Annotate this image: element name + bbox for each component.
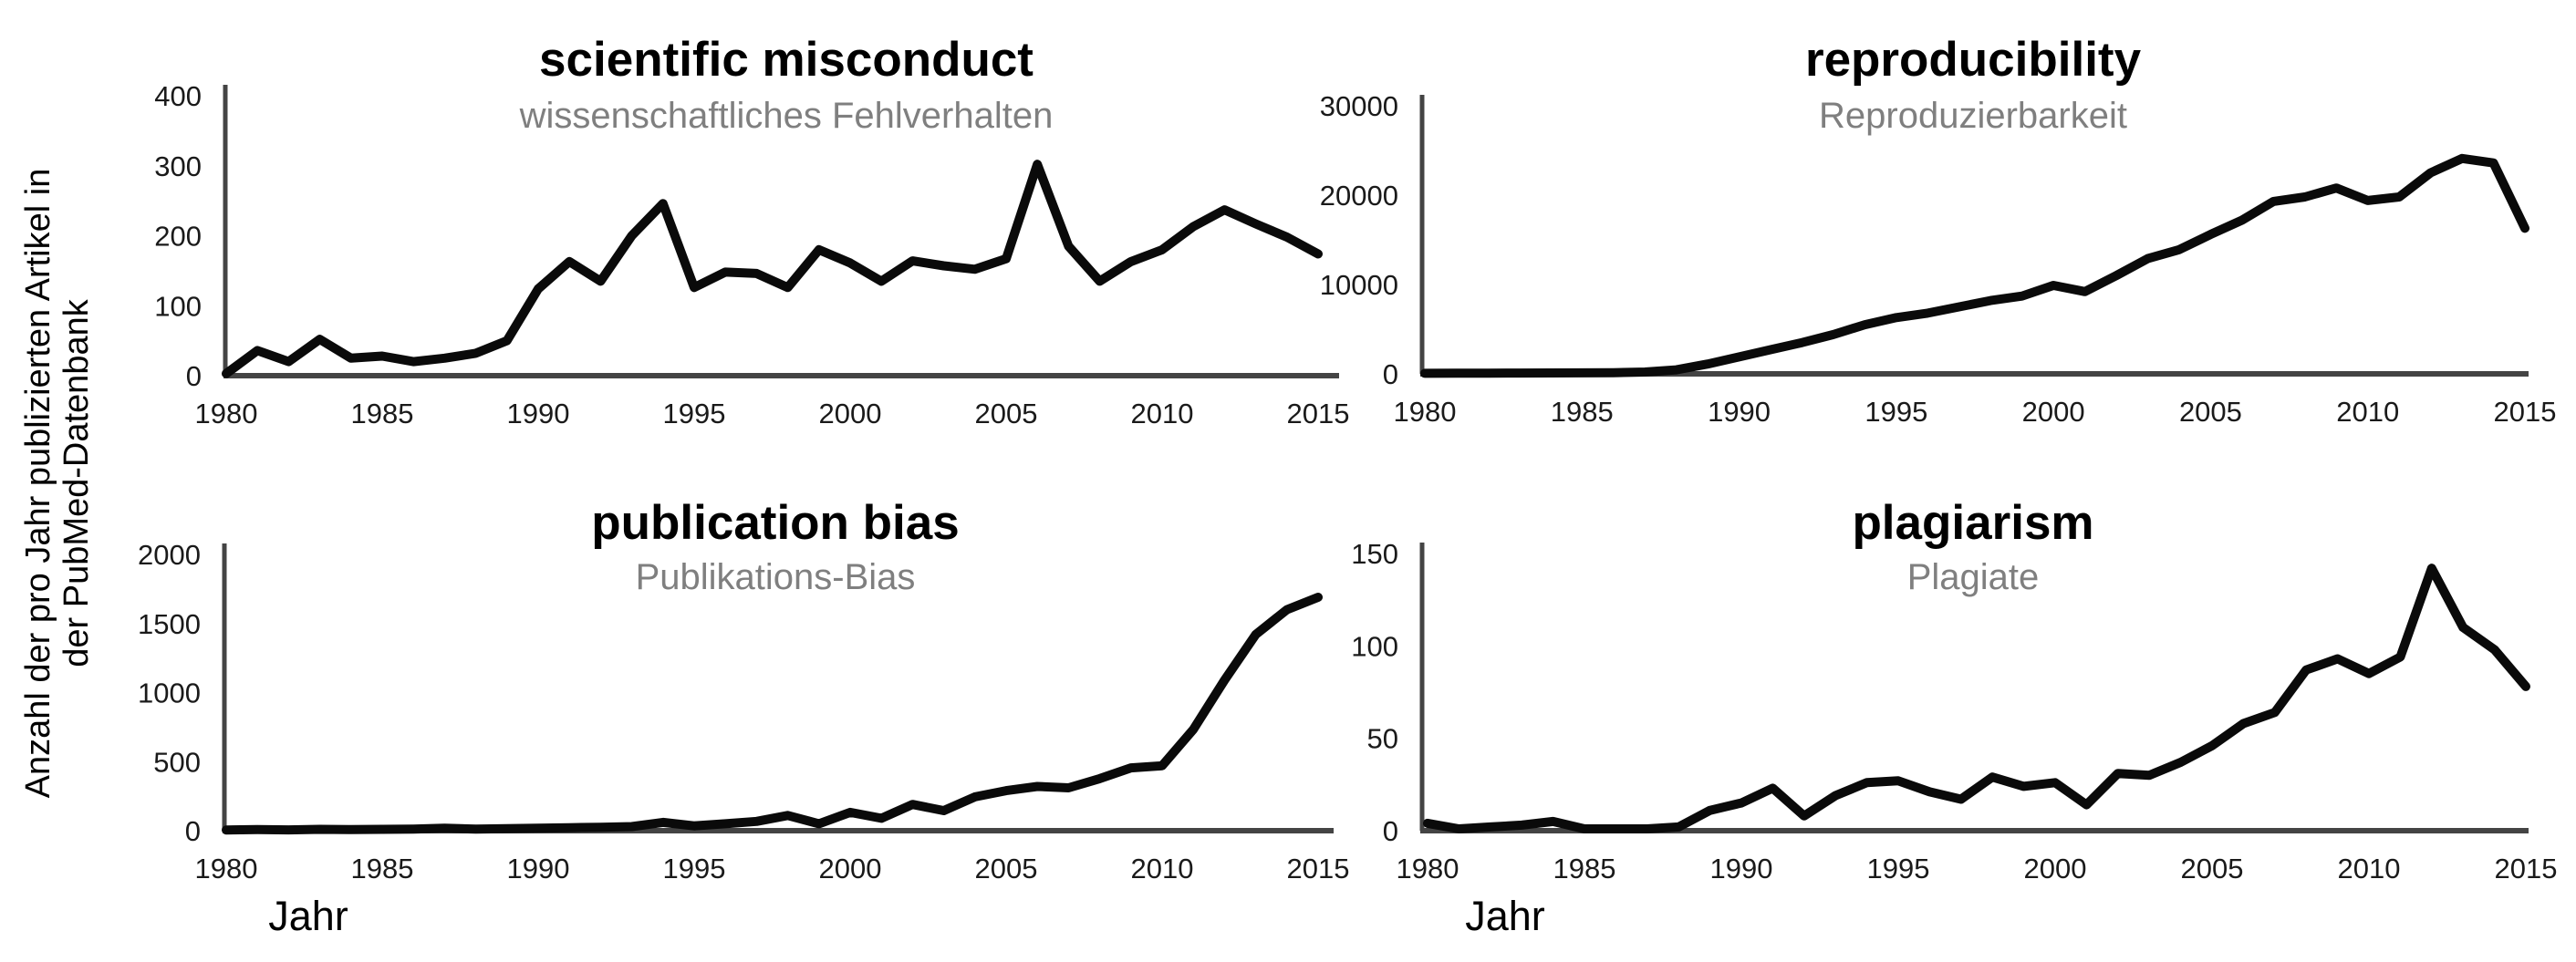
- x-tick-label: 1990: [1708, 396, 1771, 428]
- chart-title: reproducibility: [1805, 33, 2142, 87]
- x-tick-label: 2015: [2494, 396, 2557, 428]
- data-line: [222, 593, 1323, 835]
- x-tick-label: 1995: [1867, 853, 1930, 884]
- data-line: [222, 160, 1323, 378]
- x-tick-label: 1980: [1397, 853, 1459, 884]
- x-tick-label: 1995: [663, 398, 726, 429]
- chart-subtitle: Plagiate: [1907, 557, 2040, 597]
- x-tick-label: 2000: [819, 398, 882, 429]
- chart-reproducibility: 0 10000 20000 30000 1980 1985 1990 1995 2000 2005…: [1320, 33, 2557, 428]
- x-tick-label: 1980: [195, 853, 258, 884]
- x-tick-label: 2015: [2495, 853, 2558, 884]
- x-tick-label: 1985: [1553, 853, 1616, 884]
- x-tick-label: 1990: [507, 853, 570, 884]
- chart-subtitle: Reproduzierbarkeit: [1819, 96, 2127, 136]
- x-tick-label: 1990: [507, 398, 570, 429]
- x-tick-label: 2000: [2024, 853, 2087, 884]
- y-tick-label: 300: [154, 150, 202, 182]
- x-tick-label: 1980: [1394, 396, 1457, 428]
- x-tick-label: 2005: [2179, 396, 2242, 428]
- y-tick-label: 1000: [138, 678, 201, 709]
- y-tick-label: 400: [154, 80, 202, 112]
- chart-scientific-misconduct: 0 100 200 300 400 1980 1985 1990 1995 2000 2005 201…: [154, 33, 1349, 429]
- y-tick-label: 100: [154, 290, 202, 322]
- data-line: [1423, 564, 2530, 833]
- x-tick-label: 1995: [663, 853, 726, 884]
- y-tick-label: 100: [1351, 630, 1398, 662]
- chart-plagiarism: 0 50 100 150 1980 1985 1990 1995 2000 2005 2010 201…: [1351, 496, 2557, 939]
- y-tick-label: 150: [1351, 538, 1398, 570]
- chart-title: publication bias: [591, 496, 959, 550]
- x-tick-label: 2000: [2022, 396, 2085, 428]
- x-tick-label: 1990: [1710, 853, 1773, 884]
- y-tick-label: 1500: [138, 608, 201, 640]
- x-tick-label: 2010: [2336, 396, 2399, 428]
- x-tick-label: 2005: [975, 853, 1038, 884]
- x-tick-label: 1985: [351, 398, 414, 429]
- y-tick-label: 2000: [138, 539, 201, 571]
- data-line: [1420, 153, 2529, 378]
- x-tick-label: 2010: [2338, 853, 2401, 884]
- x-tick-label: 2015: [1287, 398, 1350, 429]
- x-tick-label: 2010: [1131, 853, 1194, 884]
- x-axis-label: Jahr: [268, 893, 348, 939]
- y-tick-label: 20000: [1320, 180, 1398, 212]
- chart-title: scientific misconduct: [539, 33, 1034, 87]
- y-tick-label: 0: [186, 360, 202, 392]
- x-tick-label: 1985: [1551, 396, 1614, 428]
- x-tick-label: 2005: [2181, 853, 2244, 884]
- y-tick-label: 30000: [1320, 90, 1398, 122]
- x-tick-label: 2010: [1131, 398, 1194, 429]
- y-tick-label: 10000: [1320, 269, 1398, 301]
- x-tick-label: 1980: [195, 398, 258, 429]
- x-tick-label: 2015: [1287, 853, 1350, 884]
- chart-subtitle: Publikations-Bias: [636, 557, 916, 597]
- y-tick-label: 0: [1383, 815, 1398, 847]
- x-tick-label: 2005: [975, 398, 1038, 429]
- y-tick-label: 500: [153, 746, 201, 778]
- x-tick-label: 2000: [819, 853, 882, 884]
- chart-publication-bias: 0 500 1000 1500 2000 1980 1985 1990 1995 2000 2005…: [138, 496, 1349, 939]
- y-tick-label: 50: [1367, 723, 1398, 755]
- chart-subtitle: wissenschaftliches Fehlverhalten: [519, 96, 1054, 136]
- x-tick-label: 1995: [1864, 396, 1927, 428]
- y-tick-label: 0: [1383, 358, 1398, 390]
- chart-title: plagiarism: [1852, 496, 2093, 550]
- y-tick-label: 200: [154, 221, 202, 253]
- x-axis-label: Jahr: [1465, 893, 1545, 939]
- y-tick-label: 0: [185, 815, 201, 847]
- x-tick-label: 1985: [351, 853, 414, 884]
